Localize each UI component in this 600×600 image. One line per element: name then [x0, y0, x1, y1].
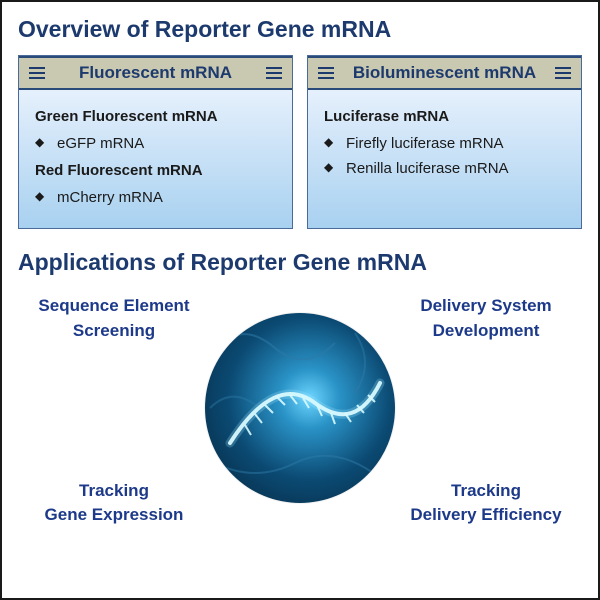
app-label-delivery-efficiency: Tracking Delivery Efficiency	[396, 479, 576, 528]
card-header-title: Bioluminescent mRNA	[353, 63, 536, 83]
applications-area: Sequence Element Screening Delivery Syst…	[18, 288, 582, 528]
card-header-title: Fluorescent mRNA	[79, 63, 232, 83]
card-header: Bioluminescent mRNA	[308, 56, 581, 90]
cards-row: Fluorescent mRNA Green Fluorescent mRNA …	[18, 55, 582, 229]
list-item: Renilla luciferase mRNA	[324, 156, 565, 181]
app-label-sequence-screening: Sequence Element Screening	[24, 294, 204, 343]
bullet-list: mCherry mRNA	[35, 185, 276, 210]
applications-section: Applications of Reporter Gene mRNA	[18, 249, 582, 528]
applications-title: Applications of Reporter Gene mRNA	[18, 249, 582, 276]
mrna-illustration-icon	[205, 313, 395, 503]
card-body: Luciferase mRNA Firefly luciferase mRNA …	[308, 90, 581, 185]
app-label-gene-expression: Tracking Gene Expression	[24, 479, 204, 528]
menu-icon	[29, 67, 45, 79]
app-label-delivery-development: Delivery System Development	[396, 294, 576, 343]
menu-icon	[318, 67, 334, 79]
menu-icon	[266, 67, 282, 79]
bullet-list: Firefly luciferase mRNA Renilla lucifera…	[324, 131, 565, 181]
card-bioluminescent: Bioluminescent mRNA Luciferase mRNA Fire…	[307, 55, 582, 229]
list-item: eGFP mRNA	[35, 131, 276, 156]
card-body: Green Fluorescent mRNA eGFP mRNA Red Flu…	[19, 90, 292, 214]
overview-section: Overview of Reporter Gene mRNA Fluoresce…	[18, 16, 582, 229]
list-item: mCherry mRNA	[35, 185, 276, 210]
bullet-list: eGFP mRNA	[35, 131, 276, 156]
menu-icon	[555, 67, 571, 79]
card-header: Fluorescent mRNA	[19, 56, 292, 90]
overview-title: Overview of Reporter Gene mRNA	[18, 16, 582, 43]
card-fluorescent: Fluorescent mRNA Green Fluorescent mRNA …	[18, 55, 293, 229]
list-item: Firefly luciferase mRNA	[324, 131, 565, 156]
group-label: Red Fluorescent mRNA	[35, 162, 276, 179]
group-label: Green Fluorescent mRNA	[35, 108, 276, 125]
mrna-image	[205, 313, 395, 503]
group-label: Luciferase mRNA	[324, 108, 565, 125]
